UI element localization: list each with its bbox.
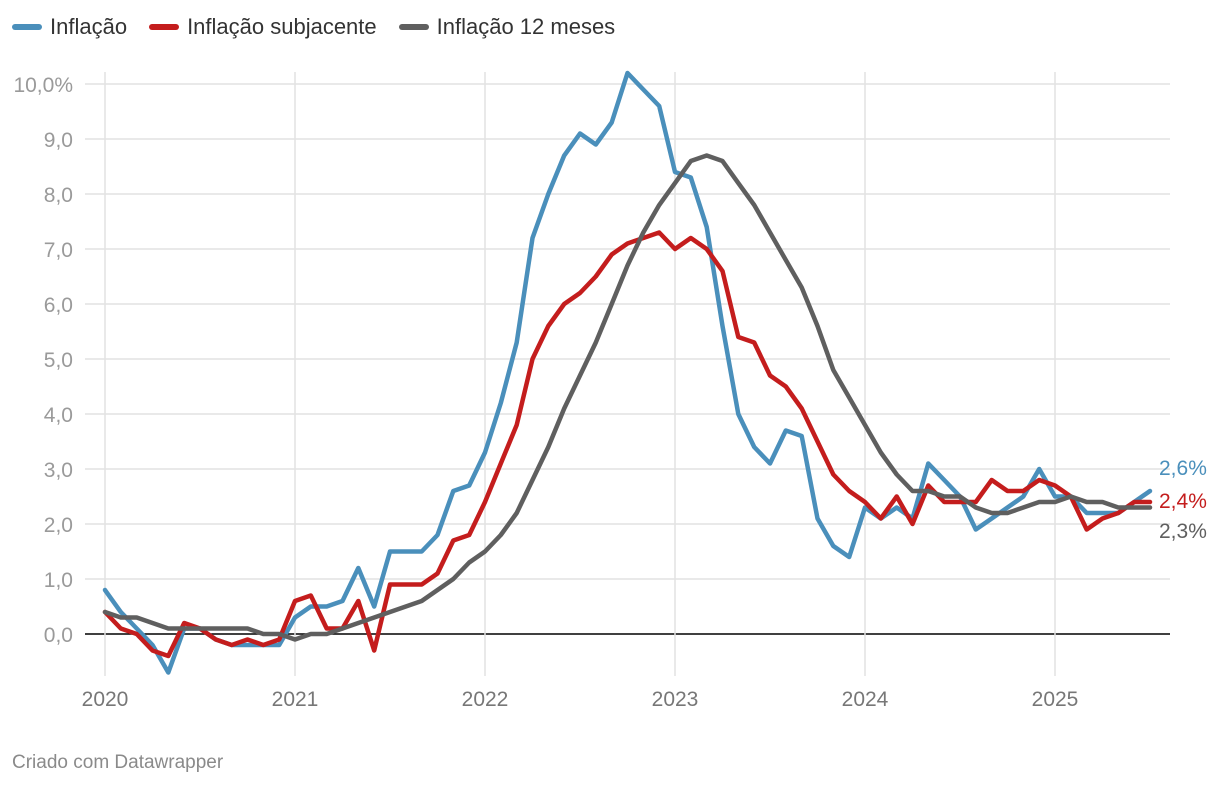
label-layer: 2,6% 2,4% 2,3%	[1159, 457, 1207, 543]
end-value-label: 2,3%	[1159, 520, 1207, 543]
y-tick-label: 3,0	[44, 459, 73, 482]
legend-label-inflacao: Inflação	[50, 14, 128, 39]
x-tick-label: 2023	[652, 688, 699, 711]
legend-label-inflacao-subjacente: Inflação subjacente	[187, 14, 377, 39]
end-value-label: 2,4%	[1159, 490, 1207, 513]
grid-layer: 0,0 1,0 2,0 3,0 4,0 5,0 6,0 7,0 8,0 9,0 10,0% 2020 2…	[13, 72, 1170, 711]
legend-label-inflacao-12-meses: Inflação 12 meses	[436, 14, 616, 39]
x-tick-label: 2022	[462, 688, 509, 711]
y-tick-label: 9,0	[44, 129, 73, 152]
y-tick-label: 5,0	[44, 349, 73, 372]
y-tick-label: 1,0	[44, 569, 73, 592]
series-line-inflacao-subjacente	[102, 230, 1153, 659]
legend-item-inflacao: Inflação	[12, 14, 127, 40]
y-tick-label: 4,0	[44, 404, 73, 427]
y-tick-label: 10,0%	[13, 74, 73, 97]
legend-item-inflacao-subjacente: Inflação subjacente	[149, 14, 377, 40]
x-tick-label: 2025	[1032, 688, 1079, 711]
series-line-inflacao	[102, 70, 1153, 675]
series-line-inflacao-12-meses	[102, 153, 1153, 642]
legend-swatch-inflacao-12-meses	[398, 24, 429, 30]
chart-legend: Inflação Inflação subjacente Inflação 12…	[12, 14, 615, 40]
legend-swatch-inflacao	[12, 24, 42, 30]
y-tick-label: 2,0	[44, 514, 73, 537]
x-tick-label: 2020	[82, 688, 129, 711]
legend-swatch-inflacao-subjacente	[149, 24, 180, 30]
y-tick-label: 8,0	[44, 184, 73, 207]
x-tick-label: 2024	[842, 688, 889, 711]
y-tick-label: 7,0	[44, 239, 73, 262]
y-tick-label: 0,0	[44, 624, 73, 647]
y-tick-label: 6,0	[44, 294, 73, 317]
series-layer	[102, 70, 1153, 675]
legend-item-inflacao-12-meses: Inflação 12 meses	[398, 14, 616, 40]
x-tick-label: 2021	[272, 688, 319, 711]
end-value-label: 2,6%	[1159, 457, 1207, 480]
footer-credit: Criado com Datawrapper	[12, 752, 224, 773]
